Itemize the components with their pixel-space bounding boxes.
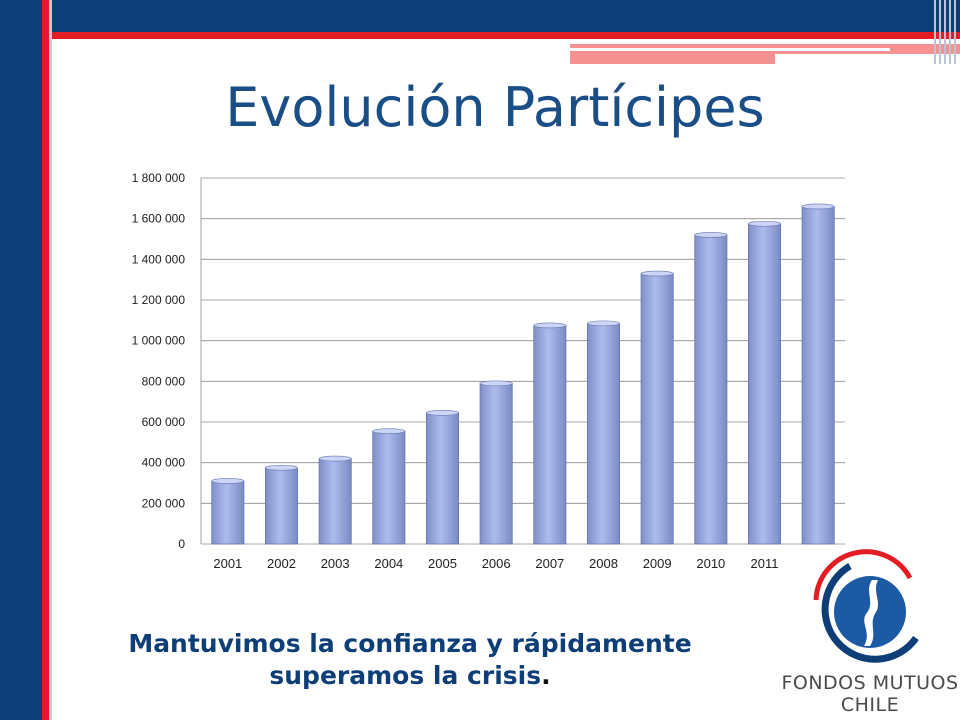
y-tick-label: 800 000: [142, 374, 186, 388]
bar-top-2012: [801, 203, 835, 210]
bar-2004: [372, 430, 406, 545]
bar-top-2002: [265, 464, 298, 471]
left-red-stripe: [42, 0, 49, 720]
bar-2002: [264, 467, 298, 545]
x-tick-label: 2011: [751, 556, 779, 571]
x-tick-label: 2006: [482, 556, 511, 571]
x-tick-label: 2001: [213, 556, 242, 571]
bar-chart-svg: 0 200 000 400 000 600 000 800 000 1 000 000 1 …: [132, 171, 845, 571]
y-tick-label: 1 800 000: [132, 171, 186, 185]
y-tick-label: 1 600 000: [132, 212, 186, 226]
bar-2003: [318, 458, 352, 545]
x-tick-label: 2002: [267, 556, 296, 571]
bar-top-2003: [318, 455, 352, 462]
bar-top-2004: [372, 428, 406, 434]
slide-caption: Mantuvimos la confianza y rápidamente su…: [80, 628, 740, 692]
logo-line-2: CHILE: [840, 694, 900, 716]
y-tick-label: 600 000: [142, 415, 186, 429]
bar-2010: [694, 234, 728, 545]
bar-2012: [801, 206, 835, 545]
y-tick-label: 200 000: [142, 496, 186, 510]
x-tick-label: 2010: [696, 556, 725, 571]
x-tick-label: 2005: [428, 556, 457, 571]
fondos-mutuos-logo: FONDOS MUTUOS CHILE: [780, 548, 960, 720]
left-navy-band: [0, 0, 42, 720]
bar-top-2006: [479, 380, 513, 387]
bar-top-2009: [640, 270, 674, 277]
bar-2006: [479, 382, 513, 545]
y-tick-label: 1 200 000: [132, 293, 186, 307]
caption-line-2-text: superamos la crisis: [269, 661, 542, 690]
corner-stripes: [932, 0, 960, 64]
logo-emblem-icon: [813, 549, 919, 663]
logo-line-1: FONDOS MUTUOS: [781, 672, 959, 694]
y-tick-label: 1 400 000: [132, 252, 186, 266]
bar-top-2011: [748, 220, 781, 227]
bar-2001: [211, 480, 245, 545]
top-navy-band: [52, 0, 960, 32]
bar-chart: 0 200 000 400 000 600 000 800 000 1 000 000 1 …: [95, 160, 855, 580]
x-tick-label: 2003: [321, 556, 350, 571]
bar-top-2001: [211, 478, 245, 484]
slide-title: Evolución Partícipes: [225, 76, 765, 139]
bar-2007: [533, 325, 567, 545]
bar-top-2010: [694, 232, 728, 238]
caption-line-2: superamos la crisis.: [80, 660, 740, 692]
caption-line-1: Mantuvimos la confianza y rápidamente: [128, 629, 692, 658]
bar-2008: [586, 322, 620, 545]
bar-2009: [640, 273, 674, 545]
top-white-line: [570, 48, 890, 51]
bar-top-2007: [533, 322, 567, 329]
x-tick-label: 2007: [535, 556, 564, 571]
bar-top-2008: [587, 320, 620, 327]
x-tick-label: 2004: [374, 556, 403, 571]
x-tick-label: 2008: [589, 556, 618, 571]
bar-2005: [425, 412, 459, 545]
top-red-stripe: [52, 32, 960, 39]
y-tick-label: 0: [178, 537, 185, 551]
y-tick-label: 400 000: [142, 456, 186, 470]
left-gray-stripe: [49, 0, 52, 720]
bar-2011: [748, 223, 782, 545]
x-tick-label: 2009: [643, 556, 672, 571]
top-pink-stripe: [570, 44, 775, 64]
y-tick-label: 1 000 000: [132, 334, 186, 348]
bar-top-2005: [426, 410, 459, 416]
caption-period: .: [541, 661, 551, 690]
